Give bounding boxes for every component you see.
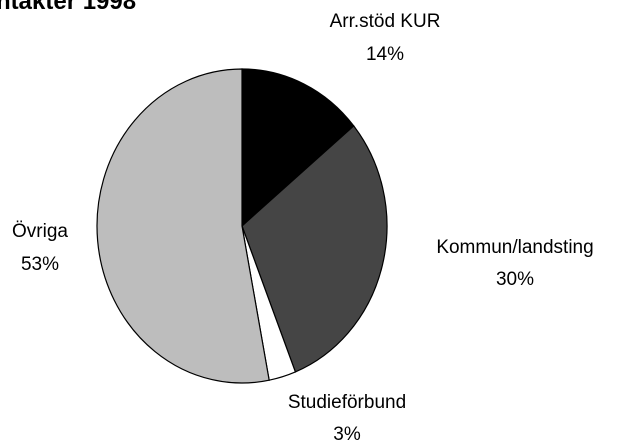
slice-label: Studieförbund: [288, 392, 406, 413]
slice-value-label: 53%: [21, 254, 59, 275]
chart-title: ntäkter 1998: [0, 0, 136, 15]
slice-label: Övriga: [12, 221, 68, 242]
pie-slice: [241, 68, 355, 228]
slice-label: Arr.stöd KUR: [330, 11, 441, 32]
slice-value-label: 30%: [496, 269, 534, 290]
pie-slice: [96, 68, 270, 384]
slice-value-label: 3%: [333, 424, 361, 445]
pie-slice: [241, 125, 388, 373]
slice-label: Kommun/landsting: [436, 237, 593, 258]
slice-value-label: 14%: [366, 44, 404, 65]
